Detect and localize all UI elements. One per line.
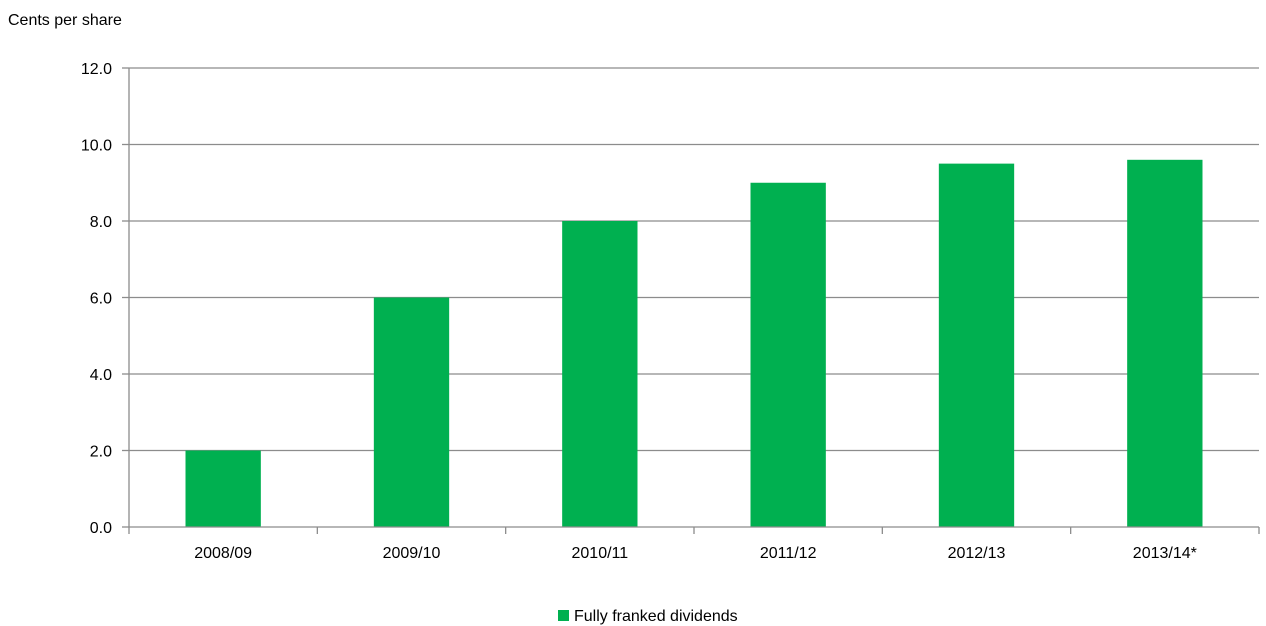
gridlines xyxy=(129,67,1259,452)
x-tick-labels: 2008/09 2009/10 2010/11 2011/12 2012/13 2013/… xyxy=(194,545,1197,562)
bar xyxy=(562,221,638,527)
legend: Fully franked dividends xyxy=(558,608,738,625)
y-tick-label: 2.0 xyxy=(90,444,112,461)
x-tick-label: 2011/12 xyxy=(760,545,817,562)
y-tick-label: 12.0 xyxy=(81,61,112,78)
y-tick-label: 6.0 xyxy=(90,291,112,308)
y-tick-labels: 0.0 2.0 4.0 6.0 8.0 10.0 12.0 xyxy=(81,61,112,537)
bar xyxy=(185,450,261,527)
x-tick-label: 2008/09 xyxy=(194,545,252,562)
x-tick-label: 2012/13 xyxy=(948,545,1006,562)
bar xyxy=(1127,159,1203,528)
y-tick-label: 4.0 xyxy=(90,367,112,384)
x-tick-label: 2009/10 xyxy=(383,545,441,562)
x-tick-label: 2013/14* xyxy=(1133,545,1197,562)
legend-swatch xyxy=(558,610,569,621)
x-tick-label: 2010/11 xyxy=(572,545,629,562)
y-tick-label: 8.0 xyxy=(90,214,112,231)
bar xyxy=(373,297,450,527)
bar xyxy=(750,182,826,527)
legend-label: Fully franked dividends xyxy=(574,608,738,625)
bar-series xyxy=(185,159,1203,528)
y-tick-label: 10.0 xyxy=(81,138,112,155)
bar xyxy=(938,163,1015,527)
y-axis-label: Cents per share xyxy=(8,12,122,29)
axes xyxy=(122,67,1260,534)
y-tick-label: 0.0 xyxy=(90,520,112,537)
